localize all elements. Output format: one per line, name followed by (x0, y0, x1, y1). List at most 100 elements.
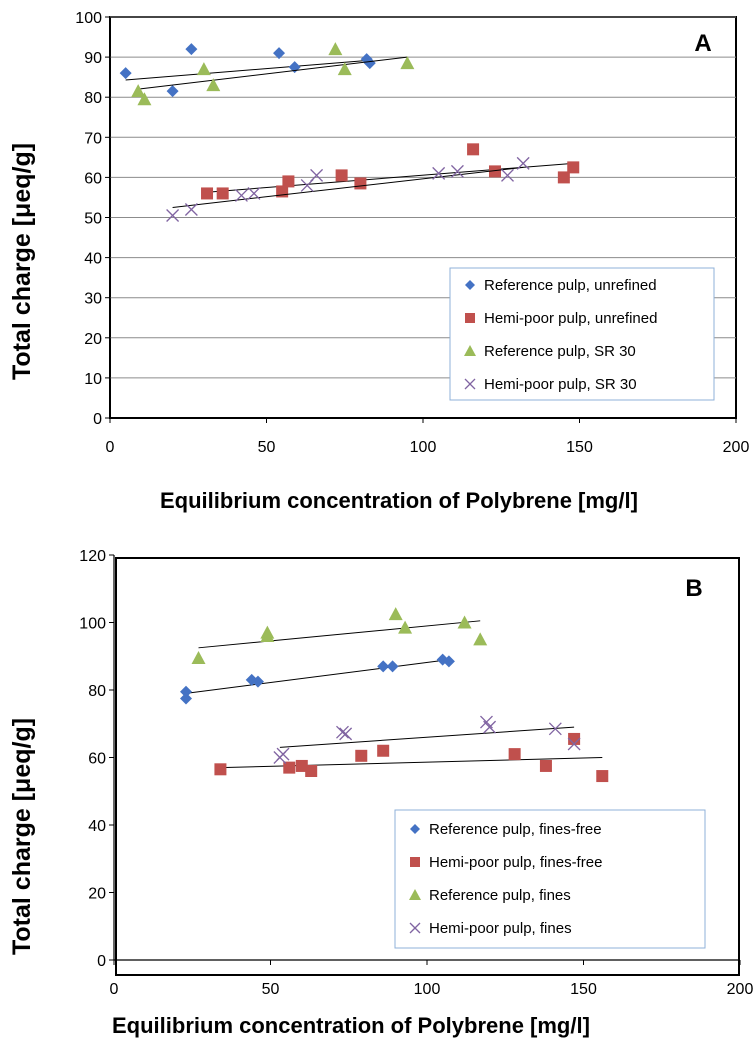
chart-a-x-tick-label: 50 (258, 439, 276, 456)
chart-a-y-tick-label: 80 (84, 90, 102, 107)
chart-a-data-point (354, 177, 367, 190)
chart-a-data-point (185, 43, 198, 56)
chart-a-data-point (235, 188, 248, 202)
chart-b-data-point (596, 770, 609, 783)
chart-a-data-point (216, 187, 229, 200)
chart-a-data-point (567, 161, 580, 174)
chart-a-y-tick-label: 20 (84, 331, 102, 348)
chart-b-legend-marker (410, 824, 420, 834)
chart-a-data-point (119, 67, 132, 80)
chart-b-x-axis-label: Equilibrium concentration of Polybrene [… (112, 1013, 590, 1038)
chart-a-data-point-stroke (235, 188, 248, 202)
chart-a-data-point (282, 175, 295, 188)
chart-b-y-tick-label: 120 (79, 548, 106, 565)
chart-b-data-point (483, 720, 497, 734)
chart-a-y-axis-label: Total charge [μeq/g] (8, 142, 36, 380)
chart-b-data-point (179, 692, 192, 705)
chart-b-data-point-stroke (276, 747, 290, 761)
chart-b-legend-marker-stroke (409, 922, 421, 934)
chart-b-series-2 (214, 732, 609, 783)
chart-a-data-point (335, 169, 348, 182)
chart-a-data-point-stroke (450, 164, 464, 178)
chart-a-y-tick-label: 60 (84, 170, 102, 187)
chart-a-data-point (137, 92, 152, 106)
chart-a-panel-label: A (694, 30, 711, 57)
chart-b-legend-box (394, 809, 706, 949)
chart-a-y-tick-label: 70 (84, 130, 102, 147)
chart-a-legend-marker-stroke (464, 378, 476, 390)
chart-b-data-point (442, 655, 455, 668)
chart-b-legend-label: Reference pulp, fines-free (429, 821, 602, 838)
chart-b-data-point (260, 629, 275, 642)
chart-b-data-point (388, 607, 403, 621)
chart-b-data-point-stroke (480, 715, 493, 729)
chart-b-data-point (568, 732, 581, 745)
chart-a-y-tick-label: 10 (84, 371, 102, 388)
chart-a-data-point (337, 62, 352, 76)
chart-b-y-tick-label: 0 (97, 953, 106, 970)
chart-a-data-point (467, 143, 480, 156)
chart-a-data-point (166, 85, 179, 98)
chart-a-y-tick-label: 30 (84, 291, 102, 308)
chart-b-legend-marker (409, 922, 421, 934)
chart-a-x-tick-label: 100 (410, 439, 437, 456)
chart-b-y-tick-label: 40 (88, 818, 106, 835)
chart-a-legend-label: Reference pulp, SR 30 (484, 343, 636, 360)
chart-a-data-point (273, 47, 286, 60)
chart-a-data-point (247, 186, 261, 200)
chart-a-data-point (166, 209, 180, 222)
chart-a-trendline (125, 59, 370, 81)
chart-b-panel-label: B (685, 575, 702, 602)
chart-a-y-tick-label: 0 (93, 411, 102, 428)
chart-b-data-point (377, 744, 390, 757)
chart-b-data-point-stroke (483, 720, 497, 734)
chart-a-trendline (138, 56, 408, 90)
chart-b-data-point (457, 615, 472, 629)
chart-b-data-point (355, 749, 368, 762)
chart-b-y-tick-label: 100 (79, 616, 106, 633)
chart-a-data-point-stroke (184, 203, 198, 216)
chart-a-data-point (516, 156, 530, 170)
chart-b-data-point (377, 660, 390, 673)
chart-a-data-point (201, 187, 214, 200)
chart-a-data-point (557, 171, 570, 184)
chart-a-data-point (310, 168, 324, 182)
chart-b-data-point (214, 763, 227, 776)
chart-b-data-point-stroke (548, 722, 562, 736)
chart-b-x-tick-label: 0 (110, 981, 119, 998)
chart-a-data-point (196, 62, 211, 76)
chart-a-data-point (131, 84, 146, 98)
chart-a-legend-box (449, 267, 715, 401)
chart-b-data-point (548, 722, 562, 736)
chart-b-data-point (398, 620, 413, 634)
chart-b-x-tick-label: 200 (727, 981, 754, 998)
chart-a-data-point (184, 203, 198, 216)
chart-a-data-point-stroke (516, 156, 530, 170)
chart-b-y-axis-label: Total charge [μeq/g] (8, 717, 36, 955)
chart-a-x-tick-label: 150 (566, 439, 593, 456)
chart-a-data-point (363, 57, 376, 70)
chart-a-legend-label: Hemi-poor pulp, SR 30 (484, 376, 637, 393)
chart-a-legend-marker (465, 280, 475, 290)
chart-a-plot: 0 10 20 30 40 50 60 70 80 90 100 0 50 100 150 200 A Refer… (75, 10, 749, 456)
chart-a-data-point-stroke (432, 166, 446, 180)
chart-b-data-point (339, 727, 353, 741)
chart-b-plot: 0 20 40 60 80 100 120 0 50 100 150 200 B Reference pu… (79, 548, 754, 998)
chart-b-data-point-stroke (336, 725, 349, 739)
chart-b-data-point (567, 737, 581, 751)
chart-a-trendline (172, 166, 524, 208)
chart-b-data-point (473, 632, 488, 646)
chart-a-y-tick-label: 40 (84, 251, 102, 268)
chart-b-data-point (295, 759, 308, 772)
chart-b-data-point (305, 765, 318, 777)
chart-a-data-point-stroke (501, 168, 514, 182)
chart-a-data-point-stroke (310, 168, 324, 182)
chart-a-data-point (360, 53, 373, 66)
chart-a-y-tick-label: 100 (75, 10, 102, 27)
chart-b-data-point-stroke (339, 727, 353, 741)
chart-b-x-tick-label: 50 (262, 981, 280, 998)
chart-a-series-1 (119, 43, 376, 98)
chart-b-data-point (251, 675, 264, 688)
chart-b-series-1 (179, 653, 455, 705)
chart-a-legend-marker (464, 378, 476, 390)
